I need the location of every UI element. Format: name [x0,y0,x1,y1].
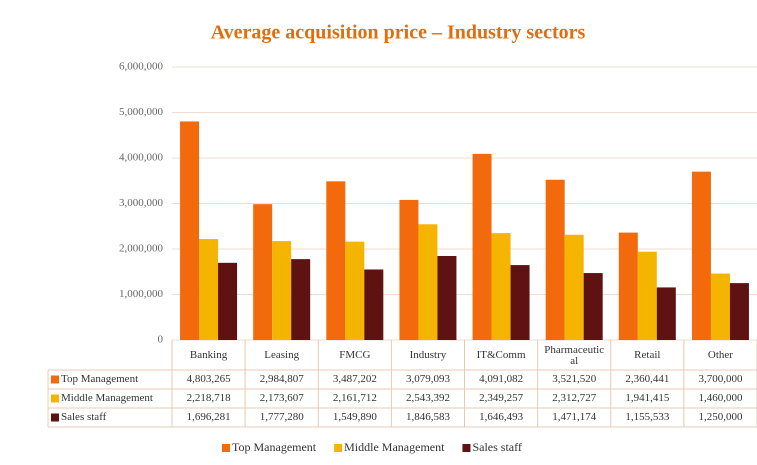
bar [491,233,511,340]
data-label: 2,312,727 [552,392,597,404]
data-label: 2,984,807 [260,373,305,385]
chart-title: Average acquisition price – Industry sec… [211,22,586,44]
y-tick-label: 1,000,000 [119,288,164,300]
bar [180,121,200,340]
bar [710,273,730,340]
bar [272,241,292,340]
legend-swatch [222,444,230,452]
x-tick-label: Industry [409,349,447,361]
bar [564,234,584,340]
series-label: Top Management [61,373,138,385]
bar [218,262,238,340]
x-tick-label-box: Other [707,349,733,361]
data-label: 4,091,082 [479,373,523,385]
bar [345,241,365,340]
legend-label: Middle Management [344,440,445,454]
data-label: 1,549,890 [333,411,378,423]
legend-swatch [51,394,59,403]
x-tick-label: IT&Comm [476,349,526,361]
x-tick-label: Pharmaceutical [544,343,605,367]
bar [637,251,657,340]
x-tick-label: Banking [189,349,228,361]
data-label: 1,155,533 [625,411,670,423]
x-tick-label-box: Industry [409,349,447,361]
y-tick-label: 5,000,000 [119,106,164,118]
bar [418,224,438,340]
legend-swatch [462,444,471,452]
bar [253,204,273,340]
legend-swatch [51,413,59,422]
bar [656,287,676,340]
bar [472,153,492,340]
bar [199,239,219,340]
x-tick-label-box: FMCG [339,349,371,361]
data-label: 3,700,000 [698,373,743,385]
data-label: 1,250,000 [698,411,743,423]
x-tick-label: Retail [634,349,661,361]
x-tick-label-box: Pharmaceutical [544,343,605,367]
data-label: 2,161,712 [333,392,377,404]
series-label: Sales staff [61,411,107,423]
legend-swatch [334,444,343,452]
legend-label: Top Management [232,440,317,454]
legend-label: Sales staff [472,440,521,454]
data-label: 3,487,202 [333,373,377,385]
bar [437,255,457,340]
x-tick-label-box: IT&Comm [476,349,526,361]
x-tick-label: FMCG [339,349,371,361]
bar [618,232,638,340]
bar [729,283,749,340]
data-label: 1,646,493 [479,411,524,423]
data-label: 2,349,257 [479,392,524,404]
series-label: Middle Management [61,392,153,404]
x-tick-label: Leasing [264,349,300,361]
data-label: 1,460,000 [698,392,743,404]
y-tick-label: 3,000,000 [119,197,164,209]
data-label: 2,173,607 [260,392,305,404]
bar [364,269,384,340]
y-tick-label: 4,000,000 [119,152,164,164]
bar [691,171,711,340]
x-tick-label: Other [707,349,733,361]
x-tick-label-box: Leasing [264,349,300,361]
bar [583,273,603,340]
x-tick-label-box: Retail [634,349,661,361]
y-tick-label: 2,000,000 [119,243,164,255]
bar [399,199,419,340]
bar [291,259,311,340]
bar [510,265,530,340]
data-label: 1,846,583 [406,411,451,423]
y-tick-label: 0 [158,334,164,346]
bar [545,179,565,340]
legend-swatch [51,375,59,384]
data-label: 1,471,174 [552,411,597,423]
data-label: 3,521,520 [552,373,597,385]
x-tick-label-box: Banking [189,349,228,361]
data-label: 2,360,441 [625,373,669,385]
data-label: 1,941,415 [625,392,670,404]
data-label: 1,777,280 [260,411,305,423]
data-label: 2,543,392 [406,392,450,404]
data-label: 3,079,093 [406,373,451,385]
bar [326,181,346,340]
y-tick-label: 6,000,000 [119,61,164,73]
data-label: 4,803,265 [187,373,232,385]
data-label: 1,696,281 [187,411,231,423]
data-label: 2,218,718 [187,392,232,404]
